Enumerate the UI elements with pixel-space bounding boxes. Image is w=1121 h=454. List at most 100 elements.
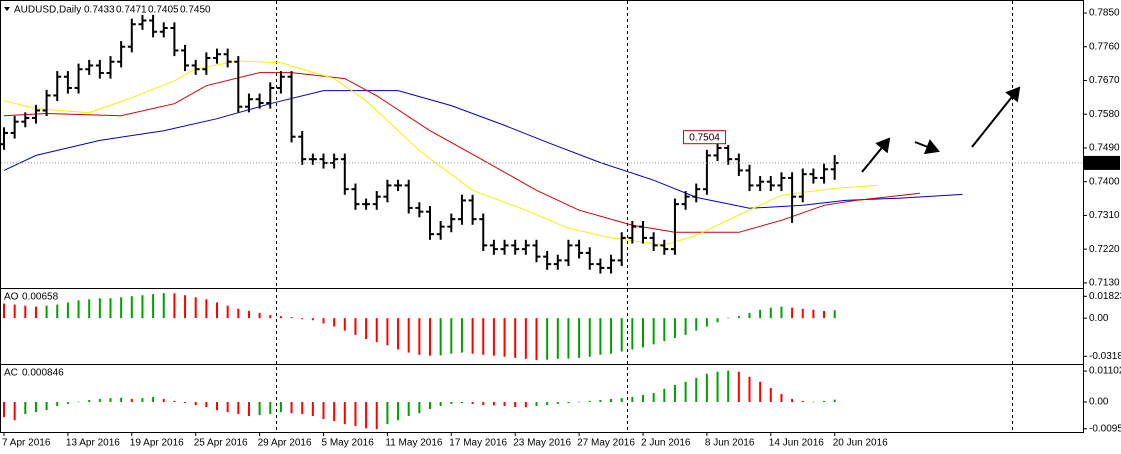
histogram-bar (109, 298, 112, 319)
x-tick-label: 19 Apr 2016 (130, 438, 184, 449)
histogram-bar (375, 402, 378, 430)
histogram-bar (673, 318, 676, 338)
price-bar (500, 239, 509, 255)
histogram-bar (13, 304, 16, 319)
arrow (861, 137, 891, 173)
price-bar (809, 168, 818, 184)
x-tick-label: 7 Apr 2016 (2, 438, 51, 449)
histogram-bar (386, 402, 389, 425)
price-bar (660, 239, 669, 255)
histogram-bar (652, 318, 655, 345)
x-tick-label: 23 May 2016 (513, 438, 571, 449)
histogram-bar (599, 318, 602, 355)
histogram-bar (737, 371, 740, 403)
histogram-bar (620, 318, 623, 352)
price-bar (10, 116, 19, 139)
histogram-bar (216, 302, 218, 319)
y-tick-label: 0.7130 (1089, 278, 1120, 289)
price-bar (756, 176, 765, 192)
histogram-bar (279, 316, 282, 319)
price-bar (543, 251, 552, 270)
histogram-bar (45, 305, 48, 319)
histogram-bar (354, 318, 357, 335)
price-bar (340, 153, 349, 195)
price-bar (117, 41, 126, 68)
histogram-bar (173, 400, 176, 403)
histogram-bar (109, 398, 112, 403)
price-bar (255, 93, 264, 109)
y-tick-label: 0.7760 (1089, 41, 1120, 52)
histogram-bar (397, 402, 400, 421)
price-bar (95, 59, 104, 79)
histogram-bar (556, 402, 559, 404)
histogram-bar (247, 402, 250, 417)
price-bar (85, 59, 94, 75)
price-bar (53, 71, 62, 102)
current-price-tag (1084, 155, 1120, 170)
histogram-bar (716, 371, 719, 403)
histogram-bar (279, 402, 282, 413)
price-bar (63, 71, 72, 94)
x-tick-label: 27 May 2016 (577, 438, 635, 449)
price-bar (532, 239, 541, 263)
y-tick-label: 0.7490 (1089, 143, 1120, 154)
histogram-bar (375, 318, 378, 343)
header-value: 0.7405 (148, 5, 179, 16)
histogram-bar (599, 400, 602, 403)
histogram-bar (769, 307, 772, 319)
histogram-bar (34, 306, 37, 319)
price-bar (213, 48, 221, 64)
histogram-bar (471, 318, 474, 354)
current-price-label: 0.7450 (1087, 158, 1118, 169)
price-bar (276, 71, 285, 94)
histogram-bar (322, 318, 325, 324)
y-tick-label: 0.7220 (1089, 244, 1120, 255)
histogram-bar (3, 303, 5, 319)
price-bar (681, 191, 690, 210)
price-bar (617, 232, 626, 267)
indicator-line (3, 90, 963, 209)
price-bar (362, 198, 371, 210)
price-bar (266, 82, 275, 109)
histogram-bar (130, 398, 133, 403)
histogram-bar (460, 318, 463, 353)
histogram-bar (759, 381, 762, 403)
histogram-bar (588, 400, 591, 403)
histogram-bar (482, 402, 485, 406)
histogram-bar (130, 296, 133, 319)
histogram-bar (705, 373, 708, 403)
plot: 0.7850 0.7760 0.7670 0.7580 0.7490 0.7400 0.73… (0, 8, 1121, 449)
price-bar (138, 14, 147, 30)
histogram-bar (184, 295, 187, 319)
histogram-bar (141, 295, 144, 319)
price-bar (607, 254, 616, 274)
histogram-bar (77, 401, 80, 403)
histogram-bar (663, 388, 666, 403)
histogram-bar (237, 308, 240, 319)
histogram-bar (258, 402, 261, 416)
histogram-bar (801, 400, 804, 403)
histogram-bar (152, 294, 155, 319)
price-bar (724, 144, 733, 165)
price-bar (479, 213, 488, 252)
x-tick-label: 5 May 2016 (322, 438, 375, 449)
price-bar (394, 179, 403, 192)
histogram-bar (66, 402, 69, 404)
price-bar (383, 179, 392, 203)
indicator-value: 0.000846 (22, 368, 64, 379)
histogram-bar (247, 310, 250, 319)
price-bar (553, 254, 562, 270)
histogram-bar (503, 402, 506, 406)
histogram-bar (173, 293, 176, 319)
histogram-bar (546, 318, 549, 360)
price-bar (308, 153, 317, 165)
histogram-bar (556, 318, 559, 359)
histogram-bar (642, 394, 644, 403)
histogram-bar (429, 318, 431, 356)
price-bar (234, 56, 243, 113)
price-bar (489, 239, 498, 255)
symbol-label: AUDUSD,Daily (14, 5, 81, 16)
histogram-bar (673, 384, 676, 403)
price-bar (798, 168, 807, 203)
histogram-bar (343, 318, 346, 331)
